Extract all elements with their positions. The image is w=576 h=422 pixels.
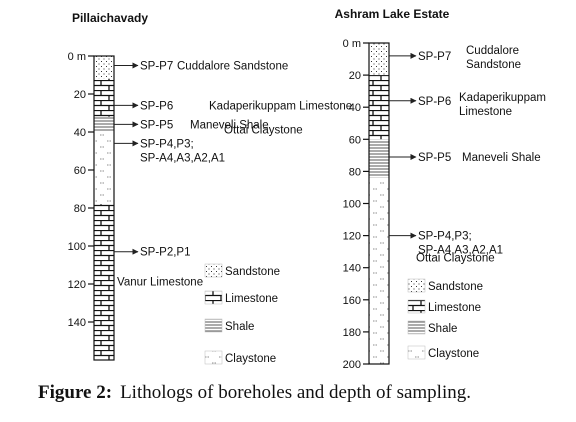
formation-label: Cuddalore bbox=[466, 45, 519, 57]
legend-label-limestone: Limestone bbox=[225, 293, 278, 305]
sample-label: SP-P4,P3; bbox=[140, 138, 194, 150]
borehole-ashram-lake-estate: Ashram Lake Estate 0 m 20 40 60 80 100 120 140 16… bbox=[335, 7, 546, 371]
depth-tick-label: 160 bbox=[343, 295, 361, 307]
legend-label-sandstone: Sandstone bbox=[428, 281, 483, 293]
layer-limestone bbox=[94, 78, 114, 117]
depth-tick-label: 80 bbox=[74, 203, 86, 215]
sample-label: SP-P7 bbox=[418, 51, 451, 63]
layer-limestone bbox=[369, 75, 389, 140]
depth-tick-label: 100 bbox=[343, 199, 361, 211]
legend-swatch-claystone bbox=[407, 345, 426, 360]
depth-tick-label: 140 bbox=[343, 263, 361, 275]
formation-label: Maneveli Shale bbox=[462, 152, 541, 164]
layer-shale bbox=[369, 139, 389, 178]
sample-label: SP-P5 bbox=[140, 119, 173, 131]
depth-tick-label: 120 bbox=[343, 231, 361, 243]
legend-label-limestone: Limestone bbox=[428, 302, 481, 314]
depth-tick-label: 80 bbox=[349, 166, 361, 178]
depth-tick-label: 20 bbox=[74, 89, 86, 101]
sample-label: SP-P7 bbox=[140, 61, 173, 73]
legend-label-claystone: Claystone bbox=[225, 353, 276, 365]
formation-label: Vanur Limestone bbox=[117, 277, 203, 289]
layer-limestone bbox=[94, 204, 114, 360]
sample-label: SP-P6 bbox=[418, 96, 451, 108]
depth-tick-label: 100 bbox=[68, 241, 86, 253]
legend-label-shale: Shale bbox=[428, 323, 457, 335]
figure-caption: Figure 2: Lithologs of boreholes and dept… bbox=[38, 382, 558, 404]
borehole-title: Pillaichavady bbox=[72, 11, 148, 25]
layer-shale bbox=[94, 116, 114, 132]
legend-label-sandstone: Sandstone bbox=[225, 266, 280, 278]
sample-label: SP-P5 bbox=[418, 152, 451, 164]
legend-label-claystone: Claystone bbox=[428, 348, 479, 360]
depth-tick-label: 40 bbox=[349, 102, 361, 114]
sample-label: SP-P6 bbox=[140, 100, 173, 112]
sample-label-line2: SP-A4,A3,A2,A1 bbox=[418, 245, 503, 257]
legend-swatch-shale bbox=[407, 320, 426, 335]
depth-tick-label: 40 bbox=[74, 127, 86, 139]
borehole-pillaichavady: Pillaichavady 0 m 20 40 60 80 100 120 140 SP-P7 Cu… bbox=[68, 11, 352, 361]
legend-swatch-claystone bbox=[204, 350, 223, 365]
formation-label: Kadaperikuppam Limestone bbox=[209, 100, 352, 112]
sample-label: SP-P2,P1 bbox=[140, 247, 191, 259]
layer-sandstone bbox=[369, 43, 389, 76]
depth-tick-label: 180 bbox=[343, 327, 361, 339]
formation-label: Maneveli Shale bbox=[190, 119, 269, 131]
formation-label-line2: Sandstone bbox=[466, 59, 521, 71]
lithologs-figure: Pillaichavady 0 m 20 40 60 80 100 120 140 SP-P7 Cu… bbox=[68, 7, 546, 371]
formation-label: Cuddalore Sandstone bbox=[177, 61, 288, 73]
caption-number: Figure 2: bbox=[38, 382, 113, 403]
borehole-title: Ashram Lake Estate bbox=[335, 7, 450, 21]
layer-sandstone bbox=[94, 56, 114, 79]
legend-swatch-limestone bbox=[407, 299, 426, 314]
sample-label: SP-P4,P3; bbox=[418, 231, 472, 243]
depth-tick-label: 60 bbox=[74, 165, 86, 177]
depth-tick-label: 20 bbox=[349, 70, 361, 82]
layer-claystone bbox=[369, 177, 389, 364]
legend-swatch-limestone bbox=[204, 290, 223, 305]
sample-label-line2: SP-A4,A3,A2,A1 bbox=[140, 152, 225, 164]
legend-swatch-sandstone bbox=[204, 263, 223, 278]
formation-label: Ottai Claystone bbox=[416, 253, 495, 265]
legend-swatch-sandstone bbox=[407, 278, 426, 293]
depth-tick-label: 0 m bbox=[68, 51, 86, 63]
layer-claystone bbox=[94, 132, 114, 205]
legend-label-shale: Shale bbox=[225, 321, 254, 333]
depth-tick-label: 200 bbox=[343, 359, 361, 371]
depth-tick-label: 60 bbox=[349, 134, 361, 146]
depth-tick-label: 140 bbox=[68, 317, 86, 329]
formation-label: Ottai Claystone bbox=[224, 124, 303, 136]
caption-text: Lithologs of boreholes and depth of samp… bbox=[120, 382, 471, 403]
formation-label: Kadaperikuppam bbox=[459, 92, 546, 104]
formation-label-line2: Limestone bbox=[459, 106, 512, 118]
depth-tick-label: 120 bbox=[68, 279, 86, 291]
legend-swatch-shale bbox=[204, 318, 223, 333]
depth-tick-label: 0 m bbox=[343, 38, 361, 50]
lithology-legend: Sandstone Limestone Shale Claystone Sandston… bbox=[204, 263, 483, 365]
